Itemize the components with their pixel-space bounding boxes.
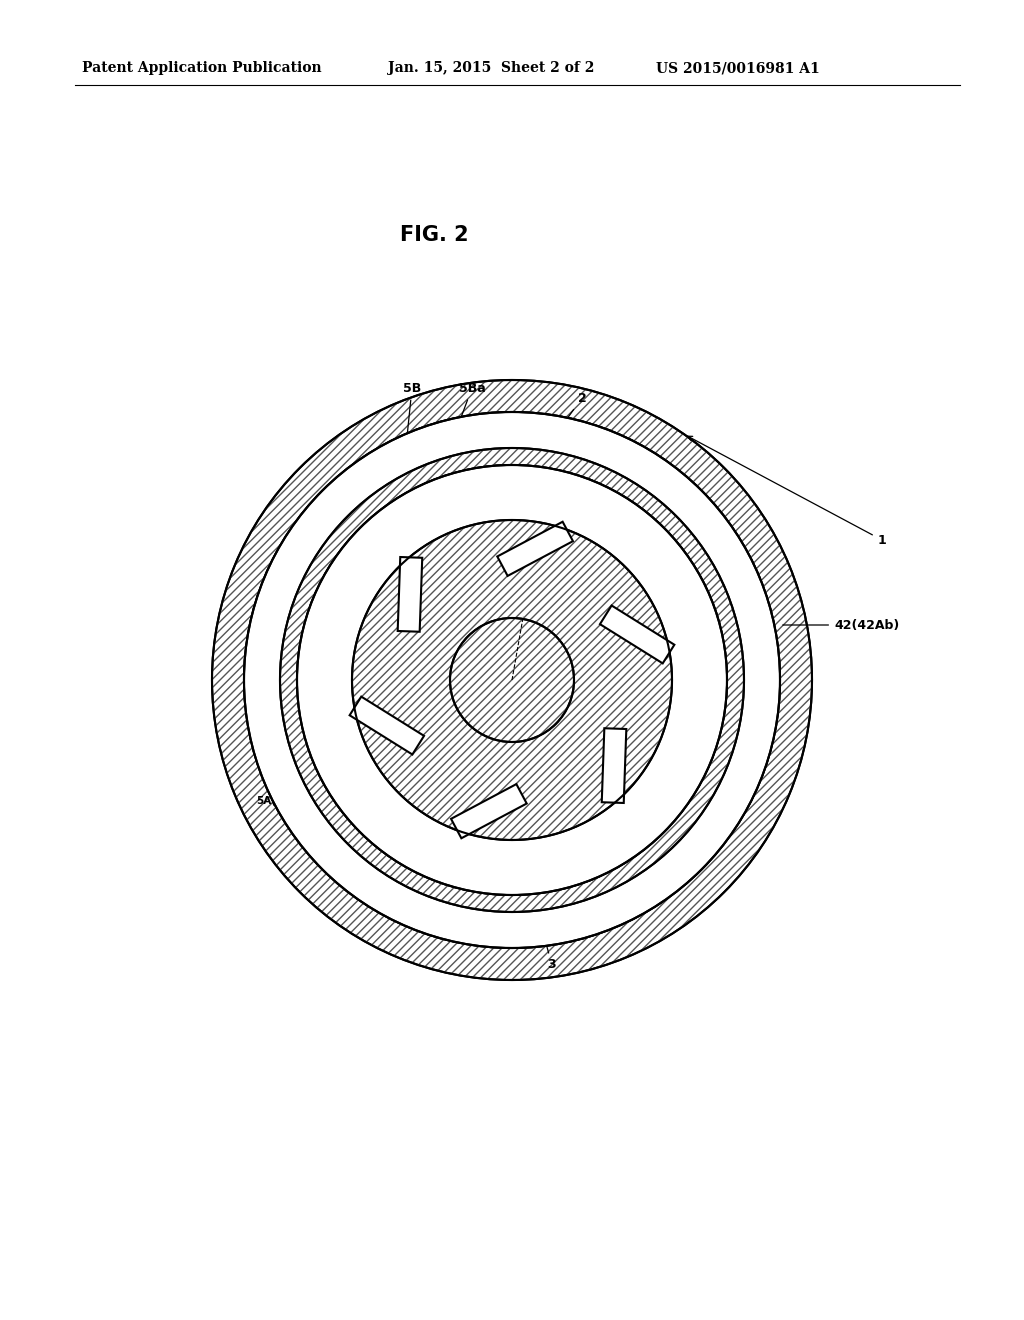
Text: 5A(6): 5A(6) <box>523 921 555 931</box>
Circle shape <box>352 520 672 840</box>
Text: 5A(6): 5A(6) <box>275 574 308 585</box>
Polygon shape <box>397 557 422 632</box>
Text: 5A(6): 5A(6) <box>683 785 715 796</box>
Text: 2A: 2A <box>697 693 716 706</box>
Text: 3: 3 <box>527 879 556 972</box>
Text: 5Aa: 5Aa <box>663 846 685 855</box>
Text: 5Aa: 5Aa <box>519 459 542 469</box>
Circle shape <box>244 412 780 948</box>
Text: 1: 1 <box>688 436 887 546</box>
Text: US 2015/0016981 A1: US 2015/0016981 A1 <box>656 61 820 75</box>
Text: 5Aa: 5Aa <box>458 911 480 921</box>
Text: 5B: 5B <box>401 381 421 471</box>
Polygon shape <box>451 784 526 838</box>
Text: 5Aa: 5Aa <box>304 515 327 524</box>
Text: 2: 2 <box>547 392 587 447</box>
Wedge shape <box>280 447 744 912</box>
Text: 5Aa: 5Aa <box>698 574 720 585</box>
Text: 42(42Ab): 42(42Ab) <box>782 619 899 631</box>
Polygon shape <box>600 606 675 664</box>
Text: C: C <box>513 671 521 680</box>
Text: 5Aa: 5Aa <box>261 741 283 751</box>
Circle shape <box>450 618 574 742</box>
Wedge shape <box>212 380 812 979</box>
Circle shape <box>352 520 672 840</box>
Text: FIG. 2: FIG. 2 <box>400 224 469 246</box>
Text: Patent Application Publication: Patent Application Publication <box>82 61 322 75</box>
Text: 5A(6): 5A(6) <box>256 796 288 805</box>
Text: $\theta$: $\theta$ <box>544 524 554 540</box>
Circle shape <box>297 465 727 895</box>
Text: 5Ba: 5Ba <box>439 381 485 474</box>
Text: 5A(6): 5A(6) <box>693 635 725 644</box>
Text: 5A(6): 5A(6) <box>569 484 601 494</box>
Polygon shape <box>498 521 573 576</box>
Text: Jan. 15, 2015  Sheet 2 of 2: Jan. 15, 2015 Sheet 2 of 2 <box>388 61 594 75</box>
Polygon shape <box>349 697 424 755</box>
Polygon shape <box>602 729 627 803</box>
